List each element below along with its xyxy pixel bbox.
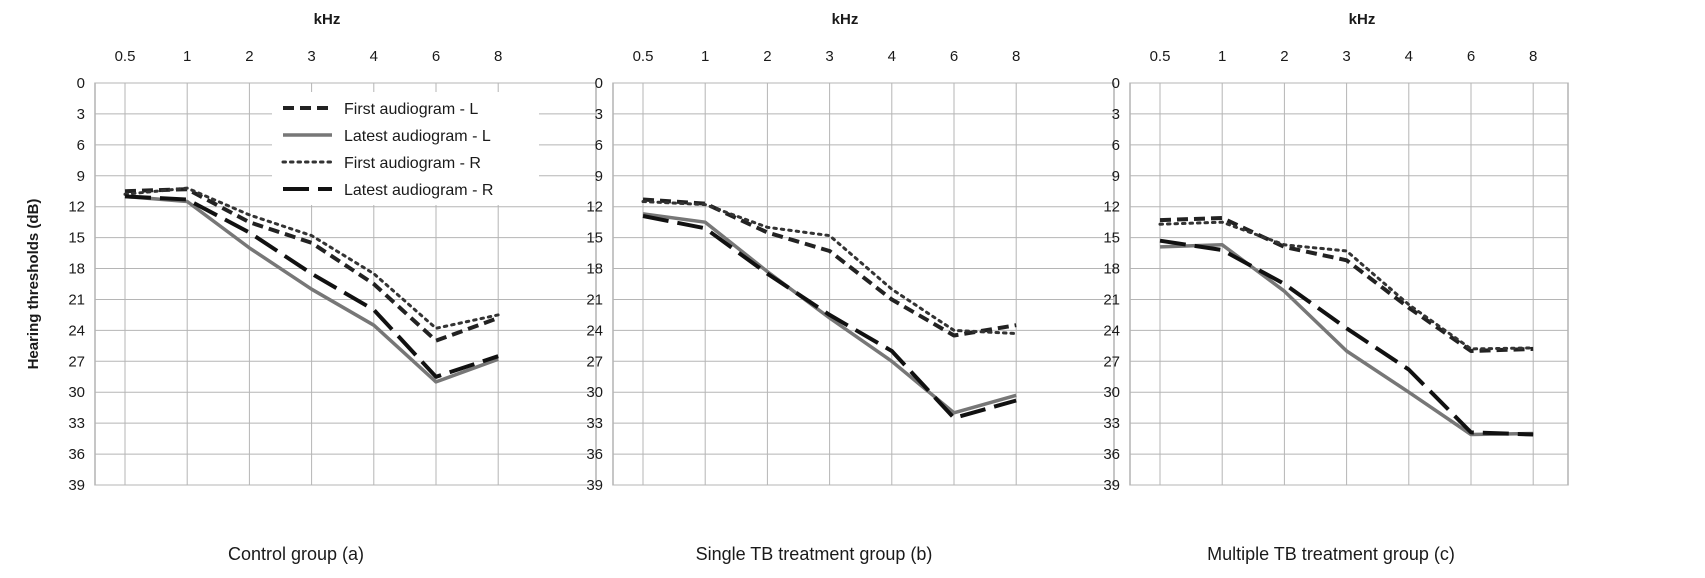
series-line-3 [1158,220,1535,351]
x-tick-label: 1 [183,48,191,65]
x-tick-label: 2 [763,48,771,65]
x-tick-label: 0.5 [115,48,136,65]
x-tick-label: 2 [245,48,253,65]
y-tick-label: 6 [1112,137,1120,154]
y-tick-label: 30 [586,384,603,401]
y-tick-label: 0 [595,75,603,92]
y-tick-label: 6 [595,137,603,154]
series-line-2 [642,212,1017,415]
y-tick-label: 9 [595,168,603,185]
x-tick-label: 0.5 [633,48,654,65]
series-line-2 [1159,243,1534,437]
y-tick-label: 21 [586,291,603,308]
y-tick-label: 0 [77,75,85,92]
y-axis-title: Hearing thresholds (dB) [25,199,42,370]
y-tick-label: 24 [1103,322,1120,339]
panel-title: Control group (a) [228,544,364,564]
y-tick-label: 27 [68,353,85,370]
x-axis-title: kHz [314,11,341,28]
y-tick-label: 15 [1103,230,1120,247]
y-tick-label: 18 [1103,261,1120,278]
y-tick-label: 24 [68,322,85,339]
y-tick-label: 15 [586,230,603,247]
y-tick-label: 9 [1112,168,1120,185]
y-tick-label: 21 [68,291,85,308]
x-tick-label: 4 [888,48,896,65]
legend-box [272,92,539,205]
x-tick-label: 3 [307,48,315,65]
y-tick-label: 9 [77,168,85,185]
y-tick-label: 36 [68,446,85,463]
y-tick-label: 33 [586,415,603,432]
series-line-3 [641,200,1018,335]
x-tick-label: 8 [1012,48,1020,65]
legend-entry: Latest audiogram - L [344,128,491,145]
y-tick-label: 3 [1112,106,1120,123]
y-tick-label: 21 [1103,291,1120,308]
y-tick-label: 24 [586,322,603,339]
legend-entry: Latest audiogram - R [344,182,493,199]
x-tick-label: 8 [1529,48,1537,65]
x-tick-label: 2 [1280,48,1288,65]
legend: First audiogram - L Latest audiogram - L F… [272,92,539,205]
legend-entry: First audiogram - R [344,155,481,172]
y-tick-label: 6 [77,137,85,154]
y-tick-label: 27 [1103,353,1120,370]
y-tick-label: 15 [68,230,85,247]
y-tick-label: 30 [68,384,85,401]
y-tick-label: 33 [68,415,85,432]
x-tick-label: 3 [825,48,833,65]
y-tick-label: 36 [586,446,603,463]
x-axis-title: kHz [1349,11,1376,28]
y-tick-label: 33 [1103,415,1120,432]
x-tick-label: 6 [1467,48,1475,65]
y-tick-label: 12 [586,199,603,216]
y-tick-label: 18 [68,261,85,278]
x-tick-label: 1 [701,48,709,65]
series-line-3 [123,186,500,330]
y-tick-label: 36 [1103,446,1120,463]
panel-title: Single TB treatment group (b) [696,544,933,564]
y-tick-label: 27 [586,353,603,370]
y-tick-label: 18 [586,261,603,278]
series-line-4 [1159,238,1534,437]
panel-title: Multiple TB treatment group (c) [1207,544,1455,564]
x-axis-title: kHz [832,11,859,28]
y-tick-label: 39 [586,477,603,494]
y-tick-label: 12 [68,199,85,216]
y-tick-label: 12 [1103,199,1120,216]
x-tick-label: 4 [370,48,378,65]
series-line-4 [124,194,499,379]
y-tick-label: 3 [77,106,85,123]
x-tick-label: 6 [950,48,958,65]
y-tick-label: 0 [1112,75,1120,92]
x-tick-label: 6 [432,48,440,65]
series-line-1 [642,197,1017,338]
x-tick-label: 1 [1218,48,1226,65]
series-line-1 [1159,216,1534,353]
y-tick-label: 3 [595,106,603,123]
x-tick-label: 3 [1342,48,1350,65]
series-line-2 [124,194,499,384]
x-tick-label: 8 [494,48,502,65]
y-tick-label: 39 [68,477,85,494]
x-tick-label: 4 [1405,48,1413,65]
y-tick-label: 39 [1103,477,1120,494]
series-line-4 [642,214,1017,420]
x-tick-label: 0.5 [1150,48,1171,65]
legend-entry: First audiogram - L [344,101,478,118]
y-tick-label: 30 [1103,384,1120,401]
